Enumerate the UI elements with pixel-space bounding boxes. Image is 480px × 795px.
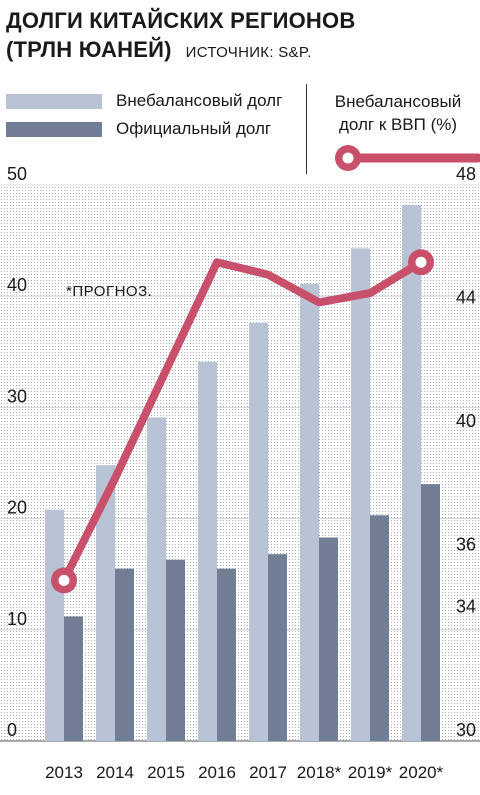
y-right-tick-30: 30 (456, 720, 476, 740)
bar-offbalance-0 (45, 509, 64, 741)
x-axis: 2013 2014 2015 2016 2017 2018* 2019* 2020* (45, 763, 444, 782)
legend-ratio-line-1: Внебалансовый (334, 92, 462, 111)
legend-label-offbalance: Внебалансовый долг (116, 91, 283, 110)
bar-official-1 (115, 568, 134, 741)
y-left-tick-10: 10 (7, 609, 27, 629)
bar-official-4 (268, 554, 287, 741)
chart-title: ДОЛГИ КИТАЙСКИХ РЕГИОНОВ (ТРЛН ЮАНЕЙ) ИСТ… (6, 6, 355, 67)
ratio-marker-hole-7 (415, 256, 427, 268)
bar-official-6 (370, 515, 389, 741)
x-tick-7: 2020* (399, 763, 444, 782)
legend-marker-hole (342, 152, 354, 164)
x-tick-3: 2016 (198, 763, 236, 782)
bar-official-0 (64, 616, 83, 741)
x-tick-0: 2013 (45, 763, 83, 782)
y-right-tick-48: 48 (456, 164, 476, 184)
x-tick-4: 2017 (249, 763, 287, 782)
y-axis-left: 0 10 20 30 40 50 (7, 164, 27, 740)
bar-offbalance-6 (351, 248, 370, 741)
forecast-note: *ПРОГНОЗ. (66, 283, 152, 300)
y-right-tick-40: 40 (456, 411, 476, 431)
bar-offbalance-1 (96, 465, 115, 741)
ratio-line-path (60, 258, 425, 585)
bar-official-2 (166, 559, 185, 741)
title-line-2: (ТРЛН ЮАНЕЙ) ИСТОЧНИК: S&P. (6, 35, 355, 67)
legend-ratio-line-2: долг к ВВП (%) (338, 115, 458, 134)
legend-divider (306, 84, 307, 174)
title-line-1: ДОЛГИ КИТАЙСКИХ РЕГИОНОВ (6, 8, 356, 33)
bar-official-3 (217, 568, 236, 741)
y-left-tick-0: 0 (7, 720, 17, 740)
x-tick-5: 2018* (297, 763, 342, 782)
bar-official-5 (319, 537, 338, 741)
source-note: ИСТОЧНИК: S&P. (185, 44, 312, 61)
y-left-tick-20: 20 (7, 498, 27, 518)
x-tick-1: 2014 (96, 763, 134, 782)
ratio-marker-hole-0 (58, 574, 70, 586)
bar-official-7 (421, 484, 440, 741)
legend-label-official: Официальный долг (116, 119, 272, 138)
bar-offbalance-7 (402, 205, 421, 742)
bar-offbalance-5 (300, 283, 319, 741)
title-unit: (ТРЛН ЮАНЕЙ) (6, 37, 172, 62)
x-tick-2: 2015 (147, 763, 185, 782)
y-right-tick-34: 34 (456, 596, 476, 616)
y-left-tick-30: 30 (7, 386, 27, 406)
legend-swatch-offbalance (6, 94, 102, 109)
y-right-tick-36: 36 (456, 535, 476, 555)
y-left-tick-40: 40 (7, 275, 27, 295)
legend-label-ratio: Внебалансовый долг к ВВП (%) (318, 90, 478, 136)
y-left-tick-50: 50 (7, 164, 27, 184)
legend-swatch-official (6, 122, 102, 137)
bar-offbalance-2 (147, 417, 166, 741)
bars (45, 205, 440, 742)
y-right-tick-44: 44 (456, 288, 476, 308)
bar-offbalance-3 (198, 361, 217, 741)
x-tick-6: 2019* (348, 763, 393, 782)
ratio-line (51, 249, 434, 594)
legend-line-marker (335, 145, 480, 171)
bar-offbalance-4 (249, 322, 268, 741)
y-axis-right: 30 34 36 40 44 48 (456, 164, 476, 740)
